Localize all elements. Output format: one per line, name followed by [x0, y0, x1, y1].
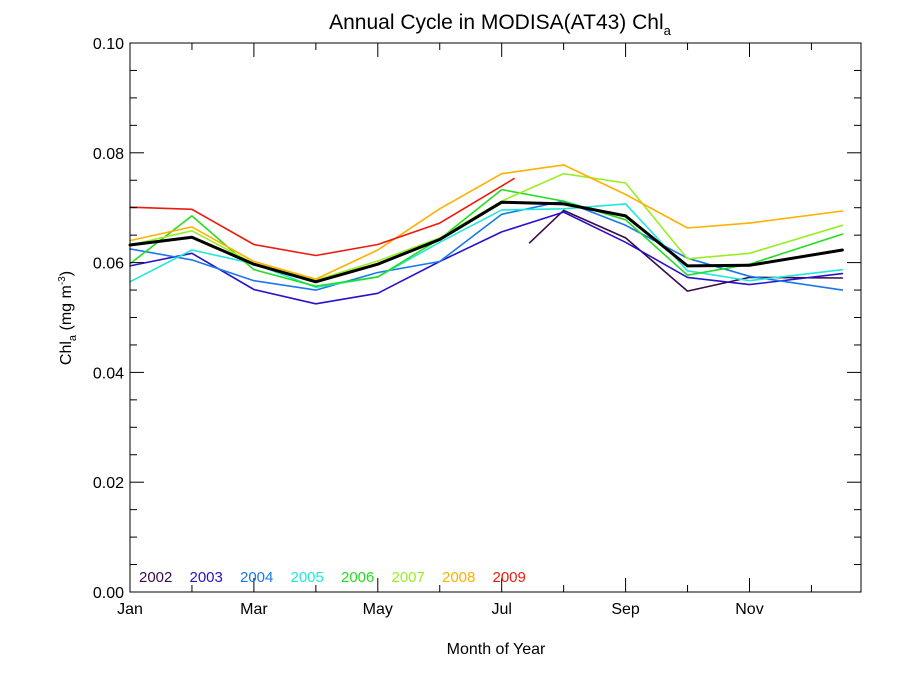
- legend-item-2008: 2008: [442, 569, 475, 586]
- legend: 2002 2003 2004 2005 2006 2007 2008 2009: [139, 569, 526, 586]
- chart-title: Annual Cycle in MODISA(AT43) Chla: [329, 11, 672, 38]
- y-axis-label-superscript: -3: [57, 276, 68, 285]
- y-axis-label-unit: (mg m: [58, 285, 75, 335]
- chart-title-main: Annual Cycle in MODISA(AT43) Chl: [329, 11, 664, 34]
- x-tick-label: May: [363, 601, 393, 618]
- y-axis-label-main: Chl: [58, 341, 75, 365]
- x-tick-label: Nov: [735, 601, 763, 618]
- legend-item-2002: 2002: [139, 569, 172, 586]
- chart-title-subscript: a: [664, 23, 672, 38]
- series-line-2003: [129, 211, 844, 305]
- tick-labels-layer: Jan Mar May Jul Sep Nov 0.00 0.02 0.04 0.06 0.08 0.…: [93, 36, 764, 618]
- series-line-2009: [129, 177, 515, 257]
- y-tick-label: 0.10: [93, 36, 124, 53]
- y-tick-label: 0.02: [93, 475, 124, 492]
- legend-item-2007: 2007: [392, 569, 425, 586]
- y-tick-label: 0.00: [93, 585, 124, 602]
- legend-item-2009: 2009: [493, 569, 526, 586]
- y-axis-label: Chla (mg m-3): [57, 271, 79, 365]
- series-layer: [128, 164, 844, 305]
- y-tick-label: 0.04: [93, 365, 124, 382]
- x-tick-label: Mar: [240, 601, 268, 618]
- series-line-2008: [129, 164, 844, 280]
- legend-item-2004: 2004: [240, 569, 273, 586]
- x-tick-label: Jan: [117, 601, 143, 618]
- plot-frame: [129, 42, 862, 593]
- x-tick-label: Sep: [611, 601, 640, 618]
- legend-item-2003: 2003: [190, 569, 223, 586]
- series-line-2004: [129, 200, 844, 291]
- y-axis-label-unit-close: ): [58, 271, 75, 276]
- y-tick-label: 0.06: [93, 256, 124, 273]
- legend-item-2006: 2006: [341, 569, 374, 586]
- y-tick-label: 0.08: [93, 146, 124, 163]
- series-line-2002: [528, 209, 844, 292]
- series-line-mean: [128, 200, 844, 284]
- x-tick-label: Jul: [491, 601, 511, 618]
- legend-item-2005: 2005: [291, 569, 324, 586]
- x-axis-label: Month of Year: [447, 641, 546, 658]
- y-axis-label-subscript: a: [67, 334, 79, 341]
